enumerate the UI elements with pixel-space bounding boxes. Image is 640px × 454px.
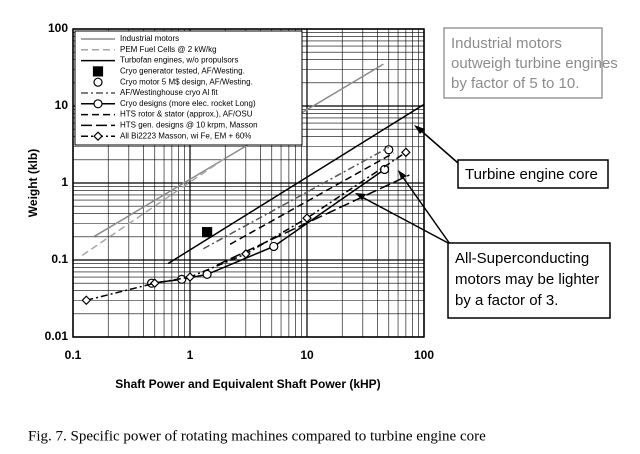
marker [93,99,103,109]
arrow [417,127,459,164]
series-line [229,152,394,245]
caption: Fig. 7. Specific power of rotating machi… [28,428,486,444]
note-box [457,159,609,189]
x-tick-label: 1 [187,348,194,362]
marker [240,249,251,259]
marker [201,227,213,238]
legend-label: Cryo designs (more elec. rocket Long) [120,99,256,108]
marker [81,295,92,306]
legend-label: All Bi2223 Masson, wi Fe, EM + 60% [120,131,251,140]
legend-label: Industrial motors [120,34,179,43]
x-tick-label: 100 [414,348,434,362]
annotation: Turbine engine core [465,166,598,183]
marker [149,278,160,289]
arrow [359,195,451,245]
annotation: All-Superconducting [455,250,589,267]
y-tick-label: 0.1 [51,252,68,266]
legend-label: Cryo generator tested, AF/Westing. [120,67,245,76]
y-tick-label: 100 [48,21,68,35]
legend-label: AF/Westinghouse cryo Al fit [120,88,218,97]
annotation: outweigh turbine engines [451,55,618,72]
annotation: motors may be lighter [455,271,599,288]
y-tick-label: 10 [55,98,69,112]
legend-label: HTS gen. designs @ 10 krpm, Masson [120,121,258,130]
arrow-head [398,170,407,179]
marker [269,241,279,252]
marker [302,213,312,223]
series-line [202,146,390,250]
x-tick-label: 0.1 [65,348,82,362]
note-box [443,27,603,99]
marker [185,272,195,282]
series-line [86,151,407,301]
y-tick-label: 1 [61,175,68,189]
legend: Industrial motors PEM Fuel Cells @ 2 kW/k… [74,30,303,146]
note-box [447,242,611,319]
annotation: by a factor of 3. [455,292,558,309]
y-tick-label: 0.01 [45,329,69,343]
marker [93,77,103,87]
arrow [401,175,451,245]
x-axis-label: Shaft Power and Equivalent Shaft Power (… [115,377,380,391]
legend-label: PEM Fuel Cells @ 2 kW/kg [120,45,217,54]
series-line [81,157,226,256]
series-line [216,174,410,266]
marker [93,131,103,142]
marker [384,145,394,155]
marker [92,66,104,77]
arrow-head [355,193,366,200]
legend-label: Cryo motor 5 M$ design, AF/Westing. [120,77,253,86]
marker [401,147,411,158]
arrow-head [414,125,425,134]
y-axis-label: Weight (klb) [26,149,40,217]
plot [81,63,425,306]
x-tick-label: 10 [300,348,314,362]
plot-frame [72,28,425,338]
annotation: Industrial motors [451,35,562,52]
legend-label: Turbofan engines, w/o propulsors [120,56,238,65]
annotation: by factor of 5 to 10. [451,75,579,92]
series-line [93,63,384,238]
legend-label: HTS rotor & stator (approx.), AF/OSU [120,110,253,119]
